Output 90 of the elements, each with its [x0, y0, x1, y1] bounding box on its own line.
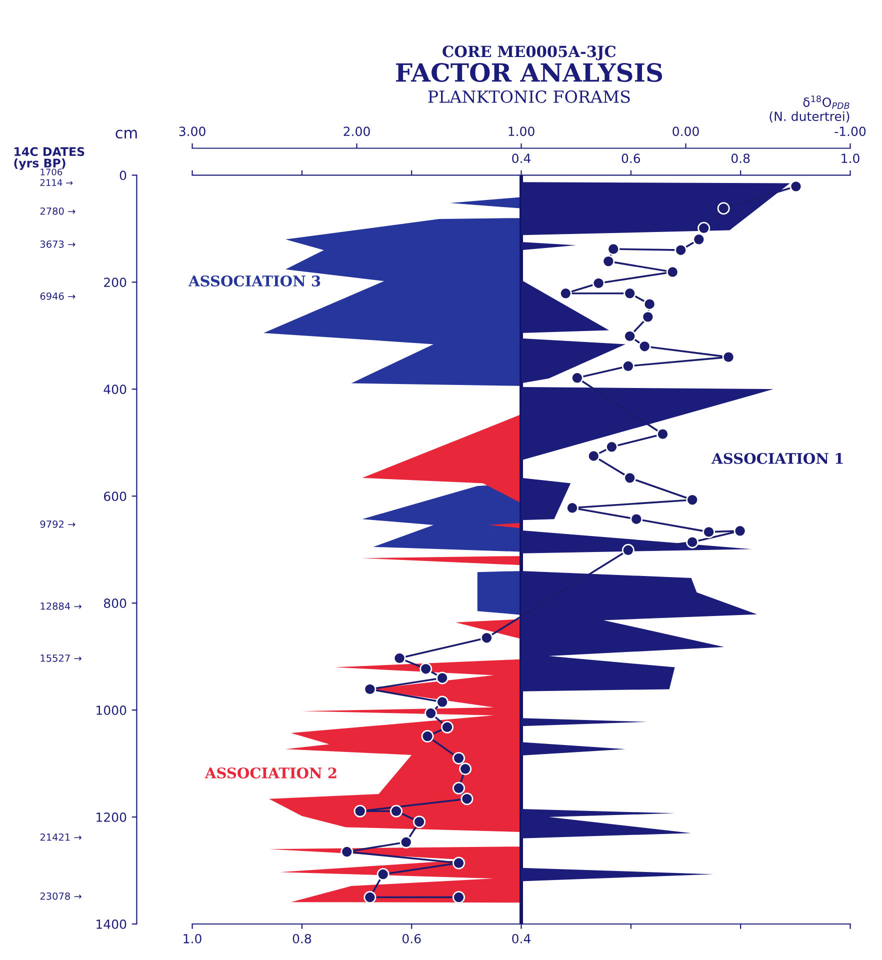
- text: 2114 →: [40, 179, 73, 186]
- point: [393, 652, 406, 664]
- point: [692, 233, 706, 246]
- point: [424, 707, 438, 720]
- point: [592, 276, 605, 290]
- point: [722, 350, 735, 364]
- point: [436, 672, 449, 684]
- point: [420, 662, 432, 676]
- point: [452, 856, 466, 870]
- y-tick-label: 200: [104, 278, 126, 288]
- point: [440, 720, 454, 734]
- text: 2780 →: [40, 207, 76, 215]
- point: [460, 792, 474, 806]
- x2-tick-label: 0.6: [622, 154, 640, 164]
- point: [459, 762, 472, 776]
- text: CORE ME0005A-3JC: [442, 46, 616, 60]
- x2-tick-label: 1.0: [842, 154, 860, 164]
- point: [452, 782, 466, 794]
- chart-subtitle: PLANKTONIC FORAMS: [428, 90, 630, 103]
- series-label: ASSOCIATION 2: [204, 767, 336, 778]
- text: 15527 →: [40, 654, 82, 662]
- point: [622, 360, 634, 372]
- point: [364, 891, 376, 904]
- point: [607, 242, 620, 256]
- point: [452, 891, 466, 904]
- point: [702, 526, 716, 538]
- point: [686, 494, 699, 506]
- text: 1706: [40, 168, 62, 176]
- point: [624, 472, 636, 484]
- point: [566, 502, 579, 514]
- y-tick-label: 0: [120, 170, 126, 180]
- point: [717, 202, 730, 215]
- point: [624, 287, 636, 300]
- text: 9792 →: [40, 520, 76, 528]
- point: [674, 244, 688, 256]
- point: [587, 450, 600, 462]
- point: [602, 255, 615, 268]
- y-tick-label: 600: [104, 492, 126, 502]
- point: [340, 846, 354, 858]
- point: [666, 266, 679, 278]
- point: [559, 287, 572, 300]
- text: 6946 →: [40, 292, 76, 300]
- point: [376, 868, 390, 881]
- y-tick-label: 1200: [96, 812, 126, 822]
- text: 3673 →: [40, 240, 76, 248]
- x-tick-label: 0.6: [402, 934, 421, 944]
- point: [790, 180, 802, 193]
- x-tick-label: -1.00: [834, 126, 866, 136]
- x2-tick-label: 0.4: [512, 154, 530, 164]
- point: [354, 804, 366, 818]
- y-tick-label: 1000: [96, 706, 126, 715]
- x2-tick-label: 0.8: [731, 154, 750, 164]
- x-tick-label: 0.00: [672, 126, 699, 136]
- x-tick-label: 0.4: [512, 934, 530, 944]
- point: [642, 310, 654, 324]
- point: [421, 730, 434, 743]
- point: [734, 524, 746, 538]
- y-axis-title: cm: [116, 130, 137, 139]
- point: [400, 836, 412, 848]
- point: [436, 696, 449, 708]
- chart-title: FACTOR ANALYSIS: [396, 63, 662, 82]
- y-tick-label: 400: [104, 384, 126, 394]
- x-tick-label: 2.00: [344, 126, 370, 136]
- point: [638, 340, 651, 353]
- point: [480, 632, 493, 644]
- point: [622, 544, 634, 556]
- point: [656, 428, 669, 440]
- point: [413, 816, 426, 828]
- y-tick-label: 1400: [96, 919, 126, 929]
- x-tick-label: 3.00: [179, 126, 206, 136]
- point: [624, 330, 636, 342]
- point: [452, 752, 466, 764]
- y-tick-label: 800: [104, 598, 126, 608]
- text: ASSOCIATION 1: [711, 452, 843, 464]
- point: [605, 440, 618, 454]
- text: 23078 →: [40, 892, 82, 900]
- point: [686, 536, 699, 548]
- point: [643, 298, 656, 310]
- text: 21421 →: [40, 833, 82, 841]
- x-tick-label: 1.0: [184, 934, 202, 944]
- x-tick-label: 1.00: [508, 126, 534, 136]
- point: [698, 222, 710, 234]
- point: [630, 512, 643, 526]
- series-label: ASSOCIATION 3: [188, 275, 320, 287]
- text: 12884 →: [40, 602, 82, 610]
- x-axis-title: δ$^{18}$O$_{PDB}$ (N. dutertrei): [770, 95, 850, 123]
- text: 14C DATES (yrs BP): [14, 147, 84, 170]
- point: [570, 372, 584, 384]
- x-tick-label: 0.8: [292, 934, 312, 944]
- point: [390, 804, 402, 818]
